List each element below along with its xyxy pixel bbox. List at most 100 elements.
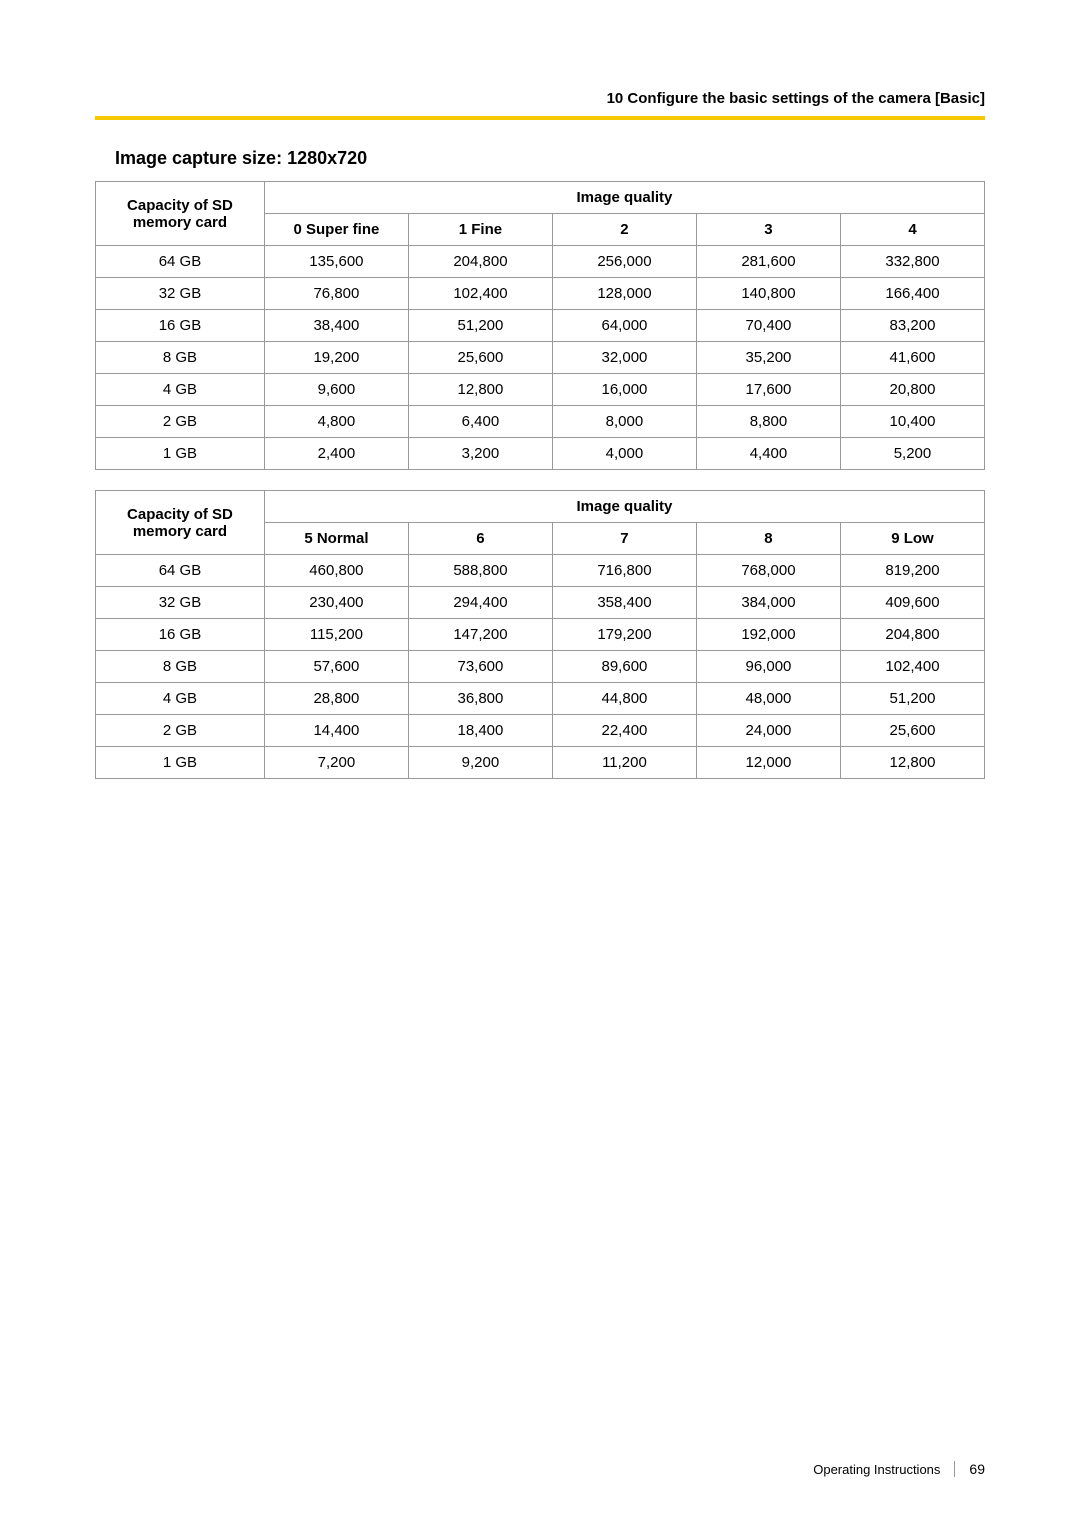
- capacity-table-2: Capacity of SD memory card Image quality…: [95, 490, 985, 779]
- table2-header-quality-group: Image quality: [264, 491, 984, 523]
- value-cell: 35,200: [696, 342, 840, 374]
- value-cell: 9,600: [264, 374, 408, 406]
- capacity-cell: 64 GB: [96, 555, 265, 587]
- table-row: 32 GB230,400294,400358,400384,000409,600: [96, 587, 985, 619]
- footer-divider: [954, 1461, 955, 1477]
- table1-body: 64 GB135,600204,800256,000281,600332,800…: [96, 246, 985, 470]
- value-cell: 25,600: [840, 715, 984, 747]
- value-cell: 819,200: [840, 555, 984, 587]
- value-cell: 8,000: [552, 406, 696, 438]
- capacity-cell: 2 GB: [96, 715, 265, 747]
- value-cell: 332,800: [840, 246, 984, 278]
- value-cell: 22,400: [552, 715, 696, 747]
- value-cell: 28,800: [264, 683, 408, 715]
- table2-col-1: 6: [408, 523, 552, 555]
- value-cell: 204,800: [408, 246, 552, 278]
- value-cell: 204,800: [840, 619, 984, 651]
- capacity-cell: 1 GB: [96, 747, 265, 779]
- value-cell: 166,400: [840, 278, 984, 310]
- value-cell: 12,800: [840, 747, 984, 779]
- table-row: 4 GB28,80036,80044,80048,00051,200: [96, 683, 985, 715]
- value-cell: 4,400: [696, 438, 840, 470]
- value-cell: 3,200: [408, 438, 552, 470]
- value-cell: 70,400: [696, 310, 840, 342]
- table2-header-capacity: Capacity of SD memory card: [96, 491, 265, 555]
- table-row: 32 GB76,800102,400128,000140,800166,400: [96, 278, 985, 310]
- page-footer: Operating Instructions 69: [813, 1461, 985, 1477]
- value-cell: 102,400: [840, 651, 984, 683]
- value-cell: 4,800: [264, 406, 408, 438]
- section-heading: Image capture size: 1280x720: [95, 148, 985, 169]
- value-cell: 281,600: [696, 246, 840, 278]
- value-cell: 256,000: [552, 246, 696, 278]
- table-row: 1 GB7,2009,20011,20012,00012,800: [96, 747, 985, 779]
- value-cell: 716,800: [552, 555, 696, 587]
- value-cell: 5,200: [840, 438, 984, 470]
- table2-col-3: 8: [696, 523, 840, 555]
- table2-body: 64 GB460,800588,800716,800768,000819,200…: [96, 555, 985, 779]
- table-row: 16 GB115,200147,200179,200192,000204,800: [96, 619, 985, 651]
- capacity-cell: 16 GB: [96, 310, 265, 342]
- value-cell: 36,800: [408, 683, 552, 715]
- value-cell: 73,600: [408, 651, 552, 683]
- value-cell: 8,800: [696, 406, 840, 438]
- value-cell: 192,000: [696, 619, 840, 651]
- value-cell: 17,600: [696, 374, 840, 406]
- table2-col-2: 7: [552, 523, 696, 555]
- value-cell: 96,000: [696, 651, 840, 683]
- capacity-cell: 32 GB: [96, 587, 265, 619]
- table-row: 8 GB57,60073,60089,60096,000102,400: [96, 651, 985, 683]
- value-cell: 768,000: [696, 555, 840, 587]
- value-cell: 51,200: [840, 683, 984, 715]
- value-cell: 409,600: [840, 587, 984, 619]
- capacity-cell: 1 GB: [96, 438, 265, 470]
- table1-col-4: 4: [840, 214, 984, 246]
- capacity-cell: 32 GB: [96, 278, 265, 310]
- table-row: 1 GB2,4003,2004,0004,4005,200: [96, 438, 985, 470]
- page-header: 10 Configure the basic settings of the c…: [95, 90, 985, 108]
- value-cell: 147,200: [408, 619, 552, 651]
- capacity-cell: 2 GB: [96, 406, 265, 438]
- table2-col-4: 9 Low: [840, 523, 984, 555]
- value-cell: 20,800: [840, 374, 984, 406]
- value-cell: 460,800: [264, 555, 408, 587]
- header-title: 10 Configure the basic settings of the c…: [607, 90, 985, 107]
- value-cell: 2,400: [264, 438, 408, 470]
- table1-header-quality-group: Image quality: [264, 182, 984, 214]
- value-cell: 14,400: [264, 715, 408, 747]
- value-cell: 140,800: [696, 278, 840, 310]
- table-row: 64 GB460,800588,800716,800768,000819,200: [96, 555, 985, 587]
- value-cell: 76,800: [264, 278, 408, 310]
- footer-doc-title: Operating Instructions: [813, 1462, 940, 1477]
- value-cell: 41,600: [840, 342, 984, 374]
- table-row: 8 GB19,20025,60032,00035,20041,600: [96, 342, 985, 374]
- table-row: 64 GB135,600204,800256,000281,600332,800: [96, 246, 985, 278]
- value-cell: 32,000: [552, 342, 696, 374]
- header-divider: [95, 116, 985, 120]
- value-cell: 4,000: [552, 438, 696, 470]
- value-cell: 128,000: [552, 278, 696, 310]
- value-cell: 83,200: [840, 310, 984, 342]
- table2-col-0: 5 Normal: [264, 523, 408, 555]
- value-cell: 48,000: [696, 683, 840, 715]
- value-cell: 12,800: [408, 374, 552, 406]
- table-row: 4 GB9,60012,80016,00017,60020,800: [96, 374, 985, 406]
- value-cell: 12,000: [696, 747, 840, 779]
- value-cell: 358,400: [552, 587, 696, 619]
- value-cell: 7,200: [264, 747, 408, 779]
- table-row: 2 GB14,40018,40022,40024,00025,600: [96, 715, 985, 747]
- footer-page-number: 69: [969, 1461, 985, 1477]
- value-cell: 51,200: [408, 310, 552, 342]
- value-cell: 294,400: [408, 587, 552, 619]
- value-cell: 89,600: [552, 651, 696, 683]
- capacity-cell: 8 GB: [96, 651, 265, 683]
- value-cell: 135,600: [264, 246, 408, 278]
- table1-header-capacity: Capacity of SD memory card: [96, 182, 265, 246]
- value-cell: 38,400: [264, 310, 408, 342]
- value-cell: 102,400: [408, 278, 552, 310]
- value-cell: 24,000: [696, 715, 840, 747]
- value-cell: 57,600: [264, 651, 408, 683]
- value-cell: 19,200: [264, 342, 408, 374]
- value-cell: 384,000: [696, 587, 840, 619]
- value-cell: 115,200: [264, 619, 408, 651]
